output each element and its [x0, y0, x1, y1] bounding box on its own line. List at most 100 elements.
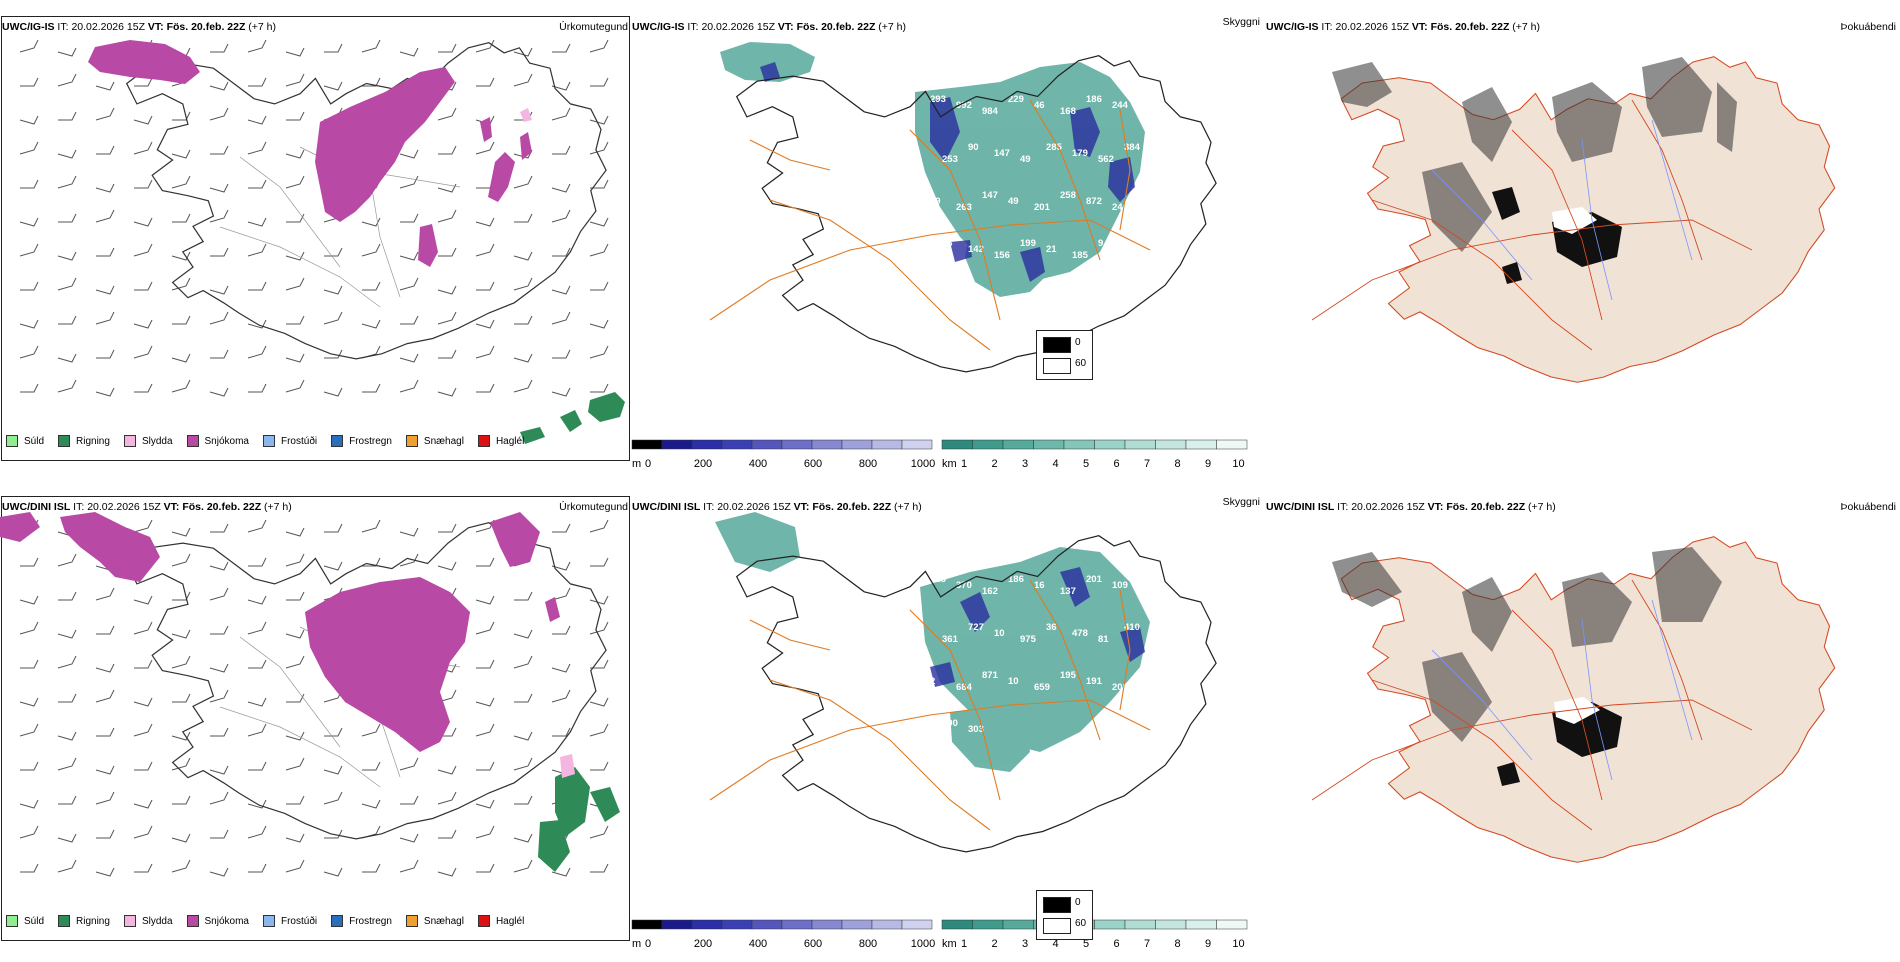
- ceiling-value-label: 191: [1086, 676, 1103, 687]
- visibility-color-step: [1063, 439, 1095, 450]
- legend-swatch: [58, 915, 71, 927]
- legend-swatch: [58, 435, 71, 447]
- panel-header: UWC/IG-IS IT: 20.02.2026 15Z VT: Fös. 20…: [2, 21, 276, 33]
- ceiling-color-step: [871, 919, 903, 930]
- ceiling-color-step: [901, 919, 933, 930]
- visibility-areas: [715, 512, 1150, 772]
- visibility-color-step: [941, 439, 973, 450]
- ceiling-value-label: 46: [1034, 100, 1045, 111]
- ceiling-value-label: 384: [1124, 142, 1141, 153]
- panel-title: Þokuábendi: [1840, 21, 1896, 33]
- lead-time: (+7 h): [1528, 501, 1556, 513]
- ceiling-value-label: 244: [1112, 100, 1129, 111]
- legend-label: Rigning: [76, 435, 110, 447]
- fog-shading: [1332, 547, 1722, 742]
- precip-type-panel[interactable]: UWC/IG-IS IT: 20.02.2026 15Z VT: Fös. 20…: [0, 12, 630, 482]
- ceiling-value-label: 209: [1112, 682, 1128, 693]
- init-time: 20.02.2026 15Z: [87, 501, 161, 513]
- vt-label: VT:: [1411, 21, 1428, 33]
- legend-label: Rigning: [76, 915, 110, 927]
- sleet-area: [560, 754, 575, 778]
- rain-areas: [538, 767, 620, 872]
- legend-label: Frostúði: [280, 435, 318, 447]
- init-time: 20.02.2026 15Z: [71, 21, 145, 33]
- panel-title: Úrkomutegund: [559, 501, 628, 513]
- visibility-tick: 1: [960, 458, 968, 470]
- panel-header: UWC/DINI ISL IT: 20.02.2026 15Z VT: Fös.…: [2, 501, 292, 513]
- legend-item: Frostúði: [262, 435, 318, 447]
- ceiling-tick: 1000: [910, 938, 936, 950]
- panel-header: UWC/IG-IS IT: 20.02.2026 15Z VT: Fös. 20…: [632, 21, 906, 33]
- visibility-color-step: [972, 439, 1004, 450]
- valid-time: Fös. 20.feb. 22Z: [812, 501, 892, 513]
- fog-indicator-panel[interactable]: UWC/IG-IS IT: 20.02.2026 15Z VT: Fös. 20…: [1036, 12, 1900, 482]
- ceiling-value-label: 285: [1046, 142, 1063, 153]
- ceiling-tick: 200: [693, 458, 713, 470]
- ceiling-value-label: 147: [994, 148, 1010, 159]
- it-label: IT:: [73, 501, 85, 513]
- panel-title: Skyggni: [1222, 496, 1260, 508]
- legend-swatch: [186, 915, 199, 927]
- it-label: IT:: [57, 21, 69, 33]
- fog-indicator-panel[interactable]: UWC/DINI ISL IT: 20.02.2026 15Z VT: Fös.…: [1036, 492, 1900, 962]
- visibility-color-step: [1094, 919, 1126, 930]
- visibility-color-step: [1094, 439, 1126, 450]
- ceiling-value-label: 21: [1046, 244, 1057, 255]
- ceiling-value-label: 156: [994, 250, 1010, 261]
- vt-label: VT:: [147, 21, 164, 33]
- model-name: UWC/IG-IS: [632, 21, 685, 33]
- ceiling-value-label: 992: [956, 100, 972, 111]
- ceiling-tick: 0: [644, 458, 652, 470]
- ceiling-color-step: [691, 439, 723, 450]
- visibility-tick: 9: [1204, 458, 1212, 470]
- ceiling-value-label: 137: [1060, 586, 1076, 597]
- ceiling-unit: m: [632, 938, 642, 950]
- visibility-tick: 5: [1082, 938, 1090, 950]
- visibility-tick: 1: [960, 938, 968, 950]
- fog-min-label: 0: [1075, 897, 1081, 908]
- fog-legend: 0 60: [1036, 330, 1093, 380]
- legend-swatch: [262, 915, 275, 927]
- ceiling-tick: 1000: [910, 458, 936, 470]
- ceiling-tick: 800: [858, 458, 878, 470]
- ceiling-visibility-panel[interactable]: UWC/DINI ISL IT: 20.02.2026 15Z VT: Fös.…: [630, 492, 1262, 962]
- ceiling-value-label: 303: [968, 724, 984, 735]
- iceland-outline: [709, 535, 1217, 853]
- it-label: IT:: [703, 501, 715, 513]
- precip-legend: Súld Rigning Slydda Snjókoma Frostúði Frostre…: [6, 915, 538, 927]
- ceiling-value-label: 229: [1008, 94, 1024, 105]
- model-name: UWC/DINI ISL: [632, 501, 701, 513]
- ceiling-color-step: [811, 439, 843, 450]
- panel-frame: [1, 16, 630, 461]
- sleet-area: [520, 108, 532, 122]
- legend-item: Snæhagl: [405, 915, 464, 927]
- legend-label: Súld: [24, 915, 45, 927]
- fog-max-label: 60: [1075, 358, 1087, 369]
- ceiling-unit: m: [632, 458, 642, 470]
- legend-swatch: [405, 915, 418, 927]
- visibility-color-step: [1002, 919, 1034, 930]
- fog-black-swatch: [1043, 337, 1071, 353]
- legend-item: Snjókoma: [186, 915, 249, 927]
- visibility-tick: 8: [1174, 938, 1181, 950]
- visibility-tick: 10: [1232, 938, 1245, 950]
- fog-max-label: 60: [1075, 918, 1087, 929]
- visibility-tick: 2: [991, 458, 998, 470]
- valid-time: Fös. 20.feb. 22Z: [182, 501, 262, 513]
- panel-title: Skyggni: [1222, 16, 1260, 28]
- ceiling-value-label: 410: [1124, 622, 1140, 633]
- precip-type-panel[interactable]: UWC/DINI ISL IT: 20.02.2026 15Z VT: Fös.…: [0, 492, 630, 962]
- legend-item: Súld: [6, 435, 44, 447]
- ceiling-color-step: [721, 439, 753, 450]
- visibility-tick: 10: [1232, 458, 1245, 470]
- visibility-unit: km: [942, 938, 957, 950]
- ceiling-visibility-panel[interactable]: UWC/IG-IS IT: 20.02.2026 15Z VT: Fös. 20…: [630, 12, 1262, 482]
- legend-label: Haglél: [495, 435, 525, 447]
- visibility-map: 225 370 162 186 16 137 201 109 361 727 10 975 36 478 8…: [709, 512, 1217, 853]
- iceland-fill: [1340, 536, 1836, 863]
- ceiling-color-step: [871, 439, 903, 450]
- legend-label: Súld: [24, 435, 45, 447]
- vt-label: VT:: [777, 21, 794, 33]
- clear-area: [1552, 207, 1597, 234]
- visibility-color-step: [1185, 439, 1217, 450]
